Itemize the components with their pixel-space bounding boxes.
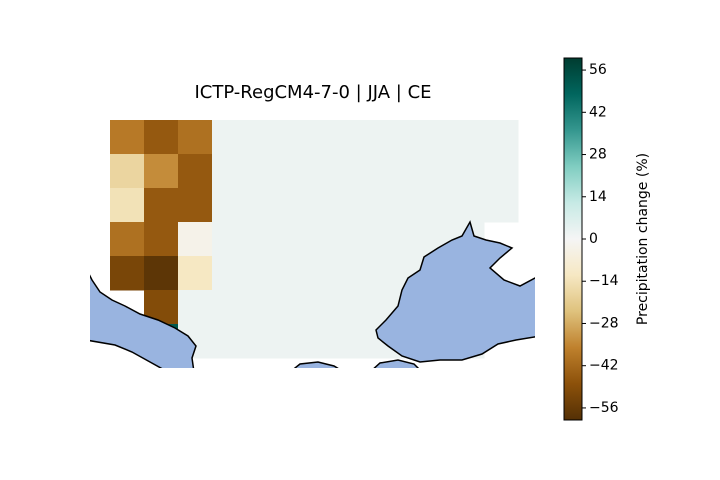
grid-cell — [314, 290, 349, 325]
grid-cell — [246, 154, 281, 189]
grid-cell — [178, 256, 213, 291]
grid-cell — [110, 222, 145, 257]
grid-cell — [348, 222, 383, 257]
grid-cell — [110, 120, 145, 155]
grid-cell — [178, 290, 213, 325]
grid-cell — [280, 290, 315, 325]
grid-cell — [212, 154, 247, 189]
grid-cell — [178, 188, 213, 223]
grid-cell — [212, 290, 247, 325]
grid-cell — [246, 256, 281, 291]
grid-cell — [178, 154, 213, 189]
aegean-sea — [293, 361, 339, 368]
colorbar-tick-label: −28 — [589, 315, 619, 331]
grid-cell — [314, 154, 349, 189]
grid-cell — [314, 188, 349, 223]
grid-cell — [314, 120, 349, 155]
grid-cell — [110, 154, 145, 189]
grid-cell — [246, 324, 281, 359]
grid-cell — [416, 154, 451, 189]
grid-cell — [348, 290, 383, 325]
colorbar-tick-label: 56 — [589, 62, 607, 78]
grid-cell — [212, 120, 247, 155]
adriatic-sea — [90, 274, 197, 368]
colorbar-tick-label: 0 — [589, 231, 598, 247]
grid-cell — [246, 222, 281, 257]
grid-cell — [382, 154, 417, 189]
black-sea — [375, 220, 535, 363]
grid-cell — [484, 188, 519, 223]
grid-cell — [246, 188, 281, 223]
grid-cell — [450, 188, 485, 223]
grid-cell — [416, 188, 451, 223]
grid-cell — [348, 120, 383, 155]
grid-cell — [280, 154, 315, 189]
grid-cell — [280, 222, 315, 257]
colorbar-tick-label: −14 — [589, 273, 619, 289]
grid-cell — [450, 120, 485, 155]
grid-cell — [178, 120, 213, 155]
grid-cell — [144, 188, 179, 223]
grid-cell — [246, 120, 281, 155]
grid-cell — [144, 256, 179, 291]
grid-cell — [212, 222, 247, 257]
colorbar-tick-label: 14 — [589, 189, 607, 205]
colorbar-label: Precipitation change (%) — [635, 153, 651, 325]
colorbar-tick-label: −42 — [589, 358, 619, 374]
grid-cell — [144, 120, 179, 155]
grid-cell — [280, 120, 315, 155]
grid-cell — [144, 222, 179, 257]
grid-cell — [280, 256, 315, 291]
grid-cell — [110, 188, 145, 223]
grid-cell — [348, 154, 383, 189]
colorbar — [563, 57, 583, 421]
grid-cell — [382, 188, 417, 223]
grid-cell — [450, 154, 485, 189]
colorbar-tick-label: 28 — [589, 147, 607, 163]
grid-cell — [280, 188, 315, 223]
grid-cell — [246, 290, 281, 325]
grid-cell — [484, 120, 519, 155]
grid-cell — [212, 188, 247, 223]
grid-cell — [212, 324, 247, 359]
grid-cell — [348, 256, 383, 291]
grid-cell — [314, 256, 349, 291]
grid-cell — [178, 222, 213, 257]
marmara-sea — [373, 359, 420, 368]
grid-cell — [280, 324, 315, 359]
grid-cell — [110, 256, 145, 291]
grid-cell — [382, 120, 417, 155]
grid-cell — [144, 154, 179, 189]
grid-cell — [314, 324, 349, 359]
grid-cell — [416, 120, 451, 155]
colorbar-tick-label: −56 — [589, 400, 619, 416]
map-title: ICTP-RegCM4-7-0 | JJA | CE — [194, 82, 431, 103]
grid-cell — [212, 256, 247, 291]
coastlines — [90, 220, 535, 368]
colorbar-tick-label: 42 — [589, 104, 607, 120]
grid-cell — [314, 222, 349, 257]
grid-cell — [484, 154, 519, 189]
grid-cell — [348, 188, 383, 223]
grid-cell — [382, 222, 417, 257]
